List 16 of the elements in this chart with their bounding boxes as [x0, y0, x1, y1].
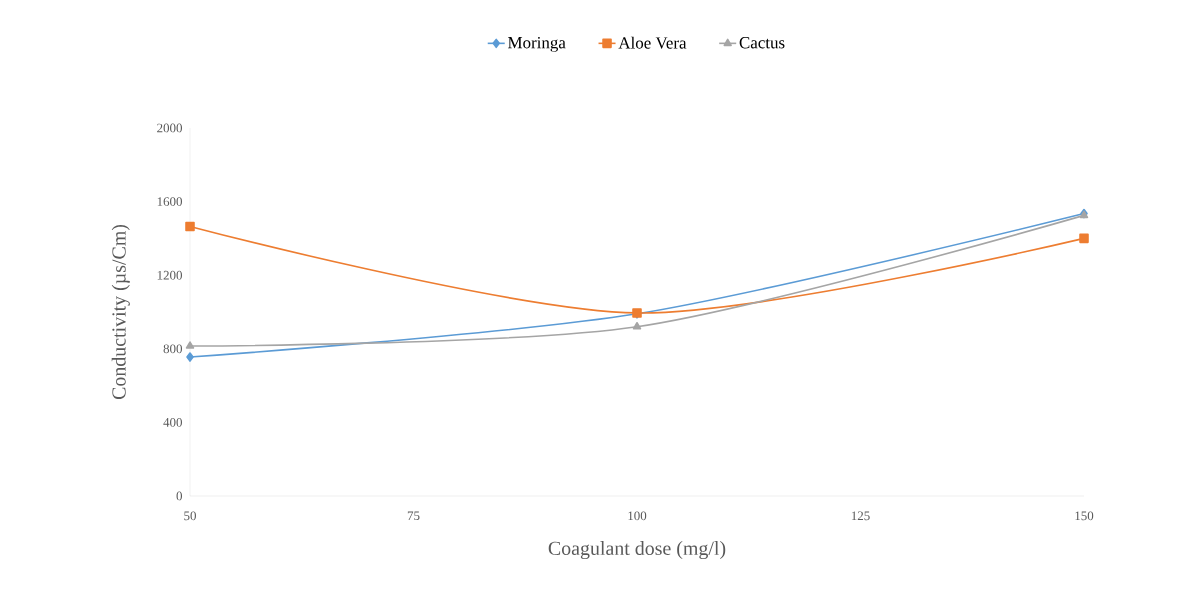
legend-label: Moringa: [508, 36, 566, 52]
y-axis-title: Conductivity (µs/Cm): [111, 224, 130, 400]
y-tick-label: 400: [163, 418, 183, 427]
x-tick-label: 50: [184, 511, 196, 521]
y-tick-label: 1200: [157, 270, 183, 280]
x-axis-title: Coagulant dose (mg/l): [548, 540, 726, 560]
x-tick-label: 125: [851, 511, 870, 521]
y-tick-label: 0: [176, 491, 183, 501]
y-tick-label: 1600: [157, 197, 183, 206]
x-tick-label: 100: [628, 511, 647, 521]
x-tick-label: 75: [407, 511, 420, 521]
y-tick-label: 2000: [157, 123, 183, 133]
y-tick-label: 800: [163, 344, 183, 354]
x-tick-label: 150: [1075, 511, 1094, 521]
legend-label: Aloe Vera: [618, 36, 687, 49]
legend-label: Cactus: [739, 36, 785, 49]
